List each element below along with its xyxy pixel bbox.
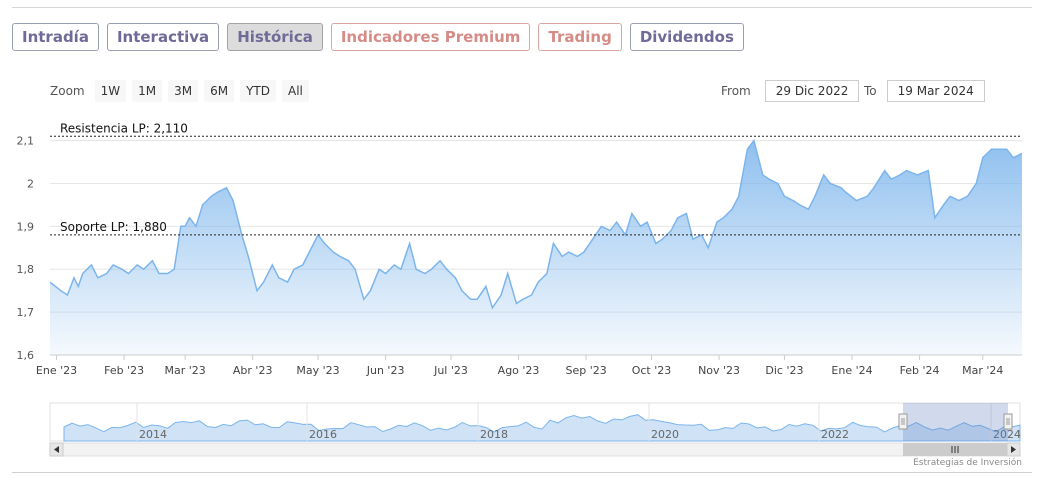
to-label: To (864, 84, 877, 98)
price-area (50, 140, 1022, 355)
zoom-1w-button[interactable]: 1W (94, 80, 127, 102)
x-tick-label: Feb '23 (104, 364, 144, 377)
zoom-1m-button[interactable]: 1M (132, 80, 163, 102)
x-tick-label: Abr '23 (233, 364, 273, 377)
tab-interactiva[interactable]: Interactiva (106, 23, 220, 51)
x-tick-label: Mar '23 (164, 364, 205, 377)
navigator-year-label: 2020 (651, 428, 679, 441)
from-range: From 29 Dic 2022 (721, 80, 860, 102)
y-tick-label: 1,6 (17, 349, 35, 362)
x-axis: Ene '23 Feb '23 Mar '23 Abr '23 May '23 Jun '… (36, 355, 1003, 377)
tab-dividendos[interactable]: Dividendos (629, 23, 744, 51)
bottom-divider (12, 472, 1032, 473)
area-layer (49, 138, 1023, 355)
navigator-year-label: 2018 (480, 428, 508, 441)
arrow-left-icon (54, 446, 59, 453)
y-tick-label: 1,8 (17, 263, 35, 276)
zoom-selector: Zoom 1W 1M 3M 6M YTD All (50, 80, 309, 102)
arrow-right-icon (1011, 446, 1016, 453)
navigator-handle[interactable] (1003, 413, 1013, 430)
navigator-year-label: 2022 (821, 428, 849, 441)
x-tick-label: Sep '23 (566, 364, 607, 377)
navigator-year-label: 2024 (993, 428, 1021, 441)
navigator-selection[interactable] (903, 403, 1008, 441)
tab-historica[interactable]: Histórica (227, 23, 323, 51)
tab-intradia[interactable]: Intradía (12, 23, 99, 51)
y-tick-label: 1,7 (17, 306, 35, 319)
reference-line-label: Resistencia LP: 2,110 (60, 121, 188, 135)
price-line (49, 138, 1023, 310)
zoom-3m-button[interactable]: 3M (168, 80, 199, 102)
reference-lines: Resistencia LP: 2,110 Soporte LP: 1,880 (50, 121, 1022, 236)
from-date-input[interactable]: 29 Dic 2022 (764, 80, 860, 102)
navigator-year-label: 2014 (139, 428, 167, 441)
to-date-input[interactable]: 19 Mar 2024 (886, 80, 985, 102)
navigator-handle[interactable] (898, 413, 908, 430)
view-tabs: Intradía Interactiva Histórica Indicador… (12, 23, 744, 51)
y-tick-label: 2 (27, 177, 34, 190)
navigator-series (63, 414, 1021, 442)
credit-label: Estrategias de Inversión (913, 458, 1022, 468)
top-divider (12, 7, 1032, 8)
x-tick-label: May '23 (296, 364, 339, 377)
zoom-all-button[interactable]: All (282, 80, 309, 102)
zoom-6m-button[interactable]: 6M (204, 80, 235, 102)
tab-trading[interactable]: Trading (538, 23, 622, 51)
y-axis: 1,6 1,7 1,8 1,9 2 2,1 (17, 135, 35, 362)
x-tick-label: Ene '24 (831, 364, 872, 377)
reference-line-label: Soporte LP: 1,880 (60, 220, 167, 234)
tab-indicadores-premium[interactable]: Indicadores Premium (330, 23, 531, 51)
x-tick-label: Dic '23 (765, 364, 803, 377)
x-tick-label: Ago '23 (498, 364, 540, 377)
x-tick-label: Ene '23 (36, 364, 77, 377)
y-tick-label: 2,1 (17, 135, 35, 148)
navigator[interactable]: 2014 2016 2018 2020 2022 2024 (49, 402, 1021, 457)
to-range: To 19 Mar 2024 (864, 80, 985, 102)
x-tick-label: Jul '23 (433, 364, 468, 377)
navigator-year-label: 2016 (309, 428, 337, 441)
from-label: From (721, 84, 751, 98)
x-tick-label: Jun '23 (366, 364, 405, 377)
zoom-ytd-button[interactable]: YTD (240, 80, 276, 102)
scrollbar-track[interactable] (49, 442, 1021, 457)
y-tick-label: 1,9 (17, 220, 35, 233)
x-tick-label: Nov '23 (698, 364, 740, 377)
x-tick-label: Mar '24 (962, 364, 1003, 377)
x-tick-label: Oct '23 (632, 364, 672, 377)
zoom-label: Zoom (50, 84, 85, 98)
x-tick-label: Feb '24 (900, 364, 940, 377)
